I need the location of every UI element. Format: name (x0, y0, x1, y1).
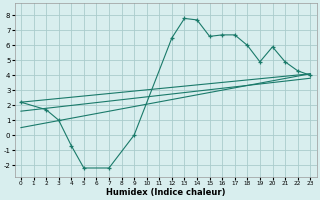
X-axis label: Humidex (Indice chaleur): Humidex (Indice chaleur) (106, 188, 225, 197)
